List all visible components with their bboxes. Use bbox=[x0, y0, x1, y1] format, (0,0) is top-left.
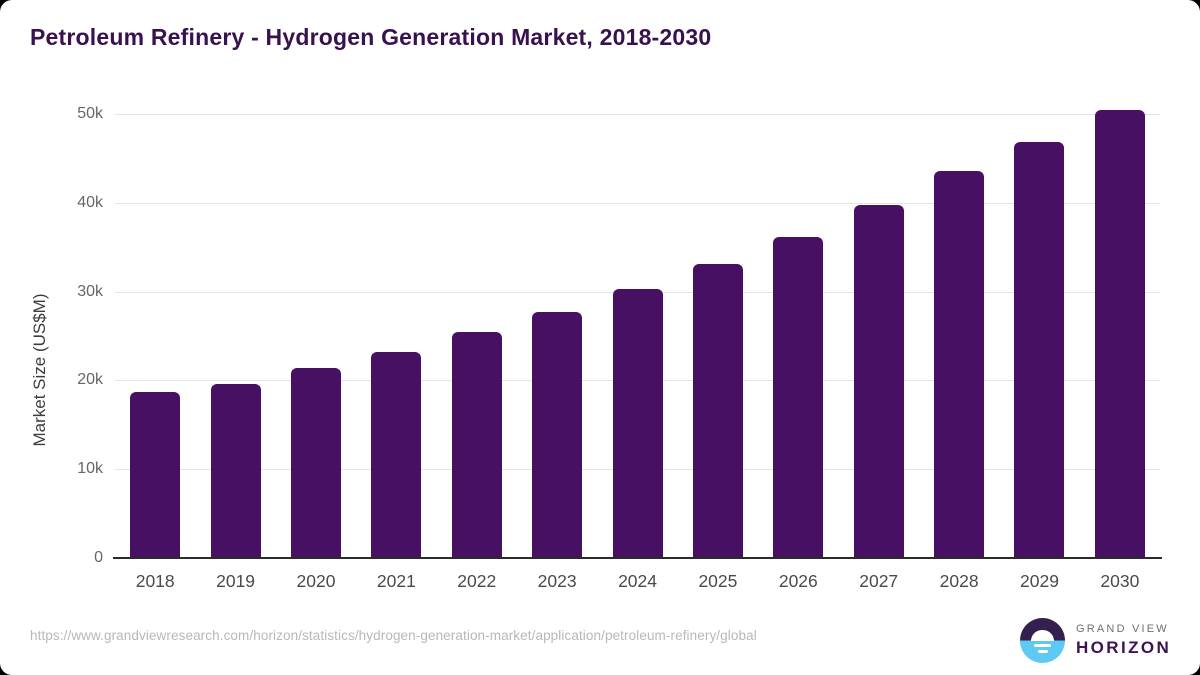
bar-slot bbox=[597, 114, 677, 558]
bar-slot bbox=[356, 114, 436, 558]
bar-2030[interactable] bbox=[1094, 110, 1145, 558]
bar-2024[interactable] bbox=[612, 288, 663, 558]
sun-reflection-line-1 bbox=[1034, 643, 1051, 647]
y-tick-label: 20k bbox=[77, 371, 103, 389]
chart-title: Petroleum Refinery - Hydrogen Generation… bbox=[30, 24, 712, 50]
x-tick-label: 2026 bbox=[778, 571, 818, 591]
bar-slot bbox=[115, 114, 195, 558]
x-tick-label: 2023 bbox=[537, 571, 577, 591]
bar-slot bbox=[839, 114, 919, 558]
x-tick-label: 2018 bbox=[135, 571, 175, 591]
y-axis-tick-labels: 0 10k 20k 30k 40k 50k bbox=[0, 105, 103, 566]
bar-2022[interactable] bbox=[451, 332, 502, 558]
bar-2019[interactable] bbox=[210, 384, 261, 558]
x-axis-line bbox=[113, 557, 1162, 559]
bar-slot bbox=[437, 114, 517, 558]
bar-slot bbox=[517, 114, 597, 558]
y-tick-label: 10k bbox=[77, 460, 103, 478]
y-tick-label: 50k bbox=[77, 105, 103, 122]
bar-series bbox=[115, 110, 1160, 558]
x-tick-label: 2027 bbox=[859, 571, 899, 591]
gridline bbox=[115, 114, 1160, 115]
x-axis-tick-labels: 2018 2019 2020 2021 2022 2023 2024 2025 2026 2027… bbox=[115, 571, 1160, 592]
bar-slot bbox=[999, 114, 1079, 558]
x-tick-label: 2029 bbox=[1020, 571, 1059, 591]
sun-dome-shape bbox=[1031, 629, 1054, 641]
x-tick-label: 2024 bbox=[618, 571, 657, 591]
gridline bbox=[115, 202, 1160, 204]
x-tick-label: 2030 bbox=[1100, 571, 1140, 591]
bar-2029[interactable] bbox=[1014, 141, 1065, 558]
y-tick-label: 40k bbox=[77, 193, 103, 211]
y-tick-label: 30k bbox=[77, 282, 103, 300]
bar-slot bbox=[758, 114, 838, 558]
sun-reflection-line-2 bbox=[1037, 649, 1048, 653]
bar-slot bbox=[195, 114, 275, 558]
x-tick-label: 2019 bbox=[216, 571, 256, 591]
x-tick-label: 2021 bbox=[376, 571, 416, 591]
source-url: https://www.grandviewresearch.com/horizo… bbox=[30, 628, 757, 643]
bar-2020[interactable] bbox=[290, 368, 341, 558]
y-tick-label: 0 bbox=[94, 549, 103, 566]
bar-2025[interactable] bbox=[692, 264, 743, 558]
grand-view-horizon-logo: GRAND VIEW HORIZON bbox=[1020, 618, 1171, 663]
bar-2023[interactable] bbox=[532, 312, 583, 558]
brand-name-bottom: HORIZON bbox=[1076, 638, 1172, 657]
bar-2027[interactable] bbox=[853, 204, 904, 558]
horizon-sun-icon bbox=[1020, 618, 1065, 663]
bar-2018[interactable] bbox=[130, 391, 181, 558]
bar-2028[interactable] bbox=[934, 170, 985, 558]
bar-slot bbox=[919, 114, 999, 558]
x-tick-label: 2028 bbox=[939, 571, 979, 591]
bar-slot bbox=[276, 114, 356, 558]
brand-name-top: GRAND VIEW bbox=[1076, 623, 1169, 635]
bar-slot bbox=[678, 114, 758, 558]
bar-slot bbox=[1080, 110, 1160, 558]
x-tick-label: 2020 bbox=[296, 571, 336, 591]
logo-text: GRAND VIEW HORIZON bbox=[1076, 623, 1171, 658]
x-tick-label: 2022 bbox=[457, 571, 497, 591]
bar-2026[interactable] bbox=[773, 236, 824, 558]
bar-2021[interactable] bbox=[371, 352, 422, 558]
x-tick-label: 2025 bbox=[698, 571, 738, 591]
